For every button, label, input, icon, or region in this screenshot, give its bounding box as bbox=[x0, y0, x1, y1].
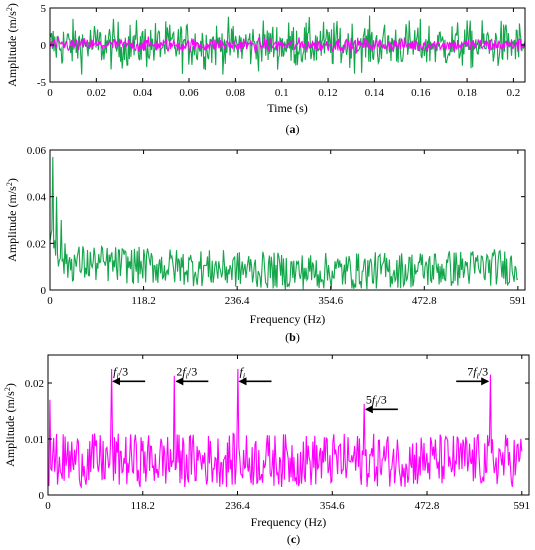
annotation-label: fi bbox=[240, 364, 246, 380]
panel-caption: (b) bbox=[285, 330, 300, 344]
x-tick-label: 0 bbox=[45, 500, 51, 512]
y-tick-label: 0.01 bbox=[25, 434, 44, 446]
x-tick-label: 0.14 bbox=[365, 87, 385, 99]
x-tick-label: 0.2 bbox=[507, 87, 521, 99]
x-tick-label: 118.2 bbox=[131, 295, 155, 307]
y-tick-label: 0 bbox=[41, 40, 47, 52]
x-tick-label: 0.18 bbox=[457, 87, 477, 99]
series-line-magenta bbox=[48, 368, 523, 489]
annotation-5fi3: 5fi/3 bbox=[364, 392, 398, 414]
x-tick-label: 236.4 bbox=[225, 500, 250, 512]
series-line-magenta bbox=[50, 36, 525, 54]
x-tick-label: 0.16 bbox=[411, 87, 431, 99]
x-tick-label: 118.2 bbox=[131, 500, 155, 512]
plot-area bbox=[50, 15, 525, 75]
x-tick-label: 0 bbox=[47, 87, 53, 99]
annotation-label: 2fi/3 bbox=[176, 364, 197, 380]
x-tick-label: 0.08 bbox=[226, 87, 246, 99]
panel-caption: (c) bbox=[287, 532, 300, 546]
x-axis-label: Frequency (Hz) bbox=[250, 312, 326, 326]
y-axis-label: Amplitude (m/s2) bbox=[5, 178, 19, 262]
annotation-label: 7fi/3 bbox=[467, 364, 488, 380]
y-tick-label: 0 bbox=[39, 490, 45, 502]
x-tick-label: 236.4 bbox=[225, 295, 250, 307]
x-tick-label: 0.06 bbox=[179, 87, 199, 99]
y-tick-label: 0.02 bbox=[25, 378, 44, 390]
annotation-label: fi/3 bbox=[113, 364, 128, 380]
plot-area bbox=[48, 368, 523, 489]
panel-caption: (a) bbox=[286, 122, 300, 136]
x-tick-label: 354.6 bbox=[320, 500, 345, 512]
y-tick-label: 5 bbox=[41, 3, 47, 15]
x-tick-label: 0 bbox=[47, 295, 53, 307]
annotation-2fi3: 2fi/3 bbox=[175, 364, 209, 386]
series-line-green bbox=[50, 156, 519, 290]
chart-a: 0 0.02 0.04 0.06 0.08 0.1 0.12 0.14 0.16 0.18 0.2 -… bbox=[5, 3, 526, 136]
y-tick-label: 0.02 bbox=[27, 238, 46, 250]
plot-area bbox=[50, 156, 519, 290]
chart-c: 0 118.2 236.4 354.6 472.8 591 0 0.01 0.02 Frequen… bbox=[3, 354, 531, 546]
axes-frame bbox=[49, 149, 526, 291]
x-tick-label: 591 bbox=[510, 295, 527, 307]
y-tick-label: 0.06 bbox=[27, 145, 47, 157]
x-tick-label: 0.04 bbox=[133, 87, 153, 99]
x-tick-label: 472.8 bbox=[415, 500, 440, 512]
x-axis-label: Frequency (Hz) bbox=[251, 515, 327, 529]
y-tick-label: 0 bbox=[41, 285, 47, 297]
annotation-fi3: fi/3 bbox=[112, 364, 146, 386]
x-tick-label: 591 bbox=[514, 500, 531, 512]
chart-b: 0 118.2 236.4 354.6 472.8 591 0 0.02 0.04 0.06 Fre… bbox=[5, 145, 526, 344]
y-tick-label: 0.04 bbox=[27, 192, 47, 204]
annotation-7fi3: 7fi/3 bbox=[456, 364, 490, 386]
x-axis-label: Time (s) bbox=[267, 101, 308, 115]
x-tick-label: 0.12 bbox=[318, 87, 337, 99]
x-tick-label: 0.02 bbox=[87, 87, 106, 99]
series-line-green bbox=[50, 15, 525, 75]
x-tick-label: 0.1 bbox=[275, 87, 289, 99]
x-tick-label: 354.6 bbox=[318, 295, 343, 307]
annotation-fi: fi bbox=[238, 364, 272, 386]
y-axis-label: Amplitude (m/s2) bbox=[3, 383, 17, 467]
annotation-label: 5fi/3 bbox=[366, 392, 387, 408]
axes-frame bbox=[47, 354, 530, 496]
y-axis-label: Amplitude (m/s2) bbox=[5, 3, 19, 87]
y-tick-label: -5 bbox=[37, 77, 47, 89]
x-tick-label: 472.8 bbox=[412, 295, 437, 307]
